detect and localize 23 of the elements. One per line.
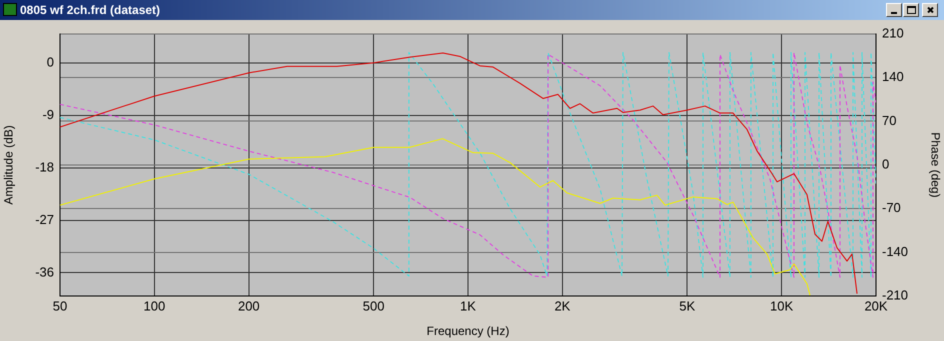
x-tick-label: 2K [554, 298, 571, 314]
y2-tick-label: 0 [882, 156, 890, 172]
x-tick-label: 1K [460, 298, 476, 314]
x-axis-title: Frequency (Hz) [426, 324, 510, 338]
y-tick-label: -18 [35, 159, 54, 174]
y-tick-label: 0 [46, 54, 54, 70]
x-tick-label: 200 [238, 298, 260, 314]
y2-tick-label: -70 [882, 200, 901, 216]
y2-tick-label: 140 [882, 69, 904, 84]
x-tick-label: 5K [679, 298, 696, 314]
chart-title: 0805 wf 2ch.frd (dataset) [20, 3, 160, 17]
y2-tick-label: 70 [882, 112, 896, 128]
y-tick-label: -36 [35, 264, 54, 280]
x-tick-label: 100 [144, 298, 166, 314]
y-axis-title: Amplitude (dB) [2, 125, 16, 205]
y2-axis-title: Phase (deg) [928, 132, 942, 198]
y2-tick-label: 210 [882, 25, 904, 40]
x-tick-label: 50 [52, 298, 68, 314]
x-tick-label: 10K [770, 298, 794, 314]
x-tick-label: 500 [362, 298, 384, 314]
y-tick-label: -27 [35, 212, 54, 227]
y-tick-label: -9 [42, 106, 54, 122]
y2-tick-label: -140 [882, 244, 908, 259]
